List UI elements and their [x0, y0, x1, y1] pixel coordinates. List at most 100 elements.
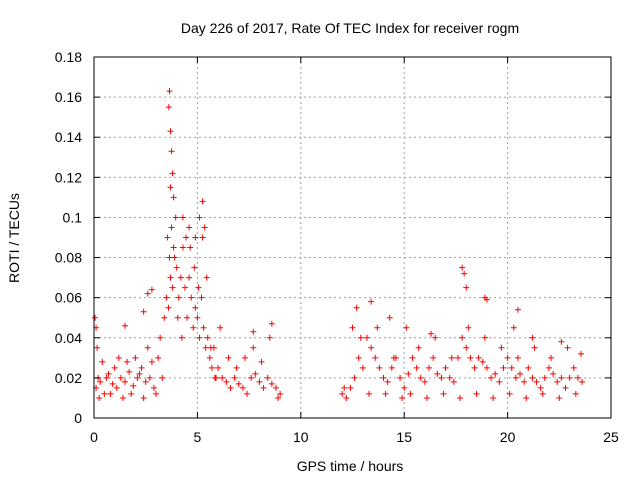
data-point [272, 384, 279, 391]
data-point [252, 370, 259, 377]
data-point [144, 290, 151, 297]
data-point [550, 370, 557, 377]
data-point [128, 390, 135, 397]
data-point [192, 304, 199, 311]
y-tick-label: 0.02 [55, 370, 82, 386]
data-point [266, 334, 273, 341]
y-tick-label: 0.12 [55, 169, 82, 185]
data-point [179, 214, 186, 221]
x-tick-label: 20 [500, 429, 516, 445]
data-point [169, 284, 176, 291]
data-point [415, 344, 422, 351]
y-tick-label: 0.18 [55, 49, 82, 65]
data-point [465, 324, 472, 331]
data-point [166, 254, 173, 261]
data-point [475, 354, 482, 361]
y-tick-label: 0.14 [55, 129, 82, 145]
data-point [471, 364, 478, 371]
data-point [438, 374, 445, 381]
data-point [467, 354, 474, 361]
data-point [341, 384, 348, 391]
data-point [146, 374, 153, 381]
data-point [349, 324, 356, 331]
data-point [483, 364, 490, 371]
data-point [521, 378, 528, 385]
data-point [386, 314, 393, 321]
data-point [457, 394, 464, 401]
data-point [506, 390, 513, 397]
data-point [363, 334, 370, 341]
data-point [165, 304, 172, 311]
data-point [382, 390, 389, 397]
data-point [171, 254, 178, 261]
data-point [215, 364, 222, 371]
data-point [572, 390, 579, 397]
plot-frame [93, 56, 612, 419]
data-point [372, 354, 379, 361]
data-point [196, 334, 203, 341]
data-point [148, 358, 155, 365]
data-point [167, 184, 174, 191]
data-point [187, 244, 194, 251]
grid [94, 57, 611, 418]
data-point [148, 286, 155, 293]
data-point [260, 384, 267, 391]
data-point [99, 358, 106, 365]
data-point [498, 344, 505, 351]
data-point [250, 344, 257, 351]
data-point [454, 354, 461, 361]
data-point [479, 358, 486, 365]
data-point [514, 354, 521, 361]
data-point [107, 390, 114, 397]
data-point [167, 128, 174, 135]
axis-ticks: 0 5 10 15 20 25 0 0.02 0.04 0.06 0.08 0.1 0.12 0.14 0.… [55, 49, 619, 445]
data-point [153, 390, 160, 397]
data-point [357, 334, 364, 341]
data-point [525, 364, 532, 371]
data-point [339, 390, 346, 397]
data-point [268, 380, 275, 387]
data-point [194, 314, 201, 321]
data-point [227, 384, 234, 391]
data-point [159, 374, 166, 381]
data-point [167, 274, 174, 281]
data-point [169, 170, 176, 177]
data-point [562, 384, 569, 391]
data-point [397, 374, 404, 381]
data-point [440, 390, 447, 397]
data-point [165, 104, 172, 111]
data-point [186, 224, 193, 231]
y-tick-label: 0.1 [63, 209, 83, 225]
data-point [233, 364, 240, 371]
data-point [173, 264, 180, 271]
series-0 [92, 88, 284, 401]
data-point [117, 374, 124, 381]
data-point [566, 374, 573, 381]
data-point [574, 374, 581, 381]
data-point [264, 374, 271, 381]
data-points [92, 88, 586, 401]
data-point [256, 378, 263, 385]
data-point [446, 374, 453, 381]
data-point [184, 314, 191, 321]
data-point [459, 334, 466, 341]
data-point [179, 244, 186, 251]
data-point [268, 320, 275, 327]
data-point [353, 304, 360, 311]
data-point [343, 394, 350, 401]
data-point [409, 354, 416, 361]
data-point [388, 364, 395, 371]
data-point [508, 364, 515, 371]
data-point [183, 234, 190, 241]
data-point [390, 354, 397, 361]
data-point [202, 344, 209, 351]
data-point [403, 324, 410, 331]
y-axis-label: ROTI / TECUs [6, 193, 22, 283]
data-point [140, 308, 147, 315]
data-point [510, 324, 517, 331]
x-tick-label: 10 [293, 429, 309, 445]
data-point [196, 214, 203, 221]
data-point [376, 364, 383, 371]
y-tick-label: 0.08 [55, 250, 82, 266]
